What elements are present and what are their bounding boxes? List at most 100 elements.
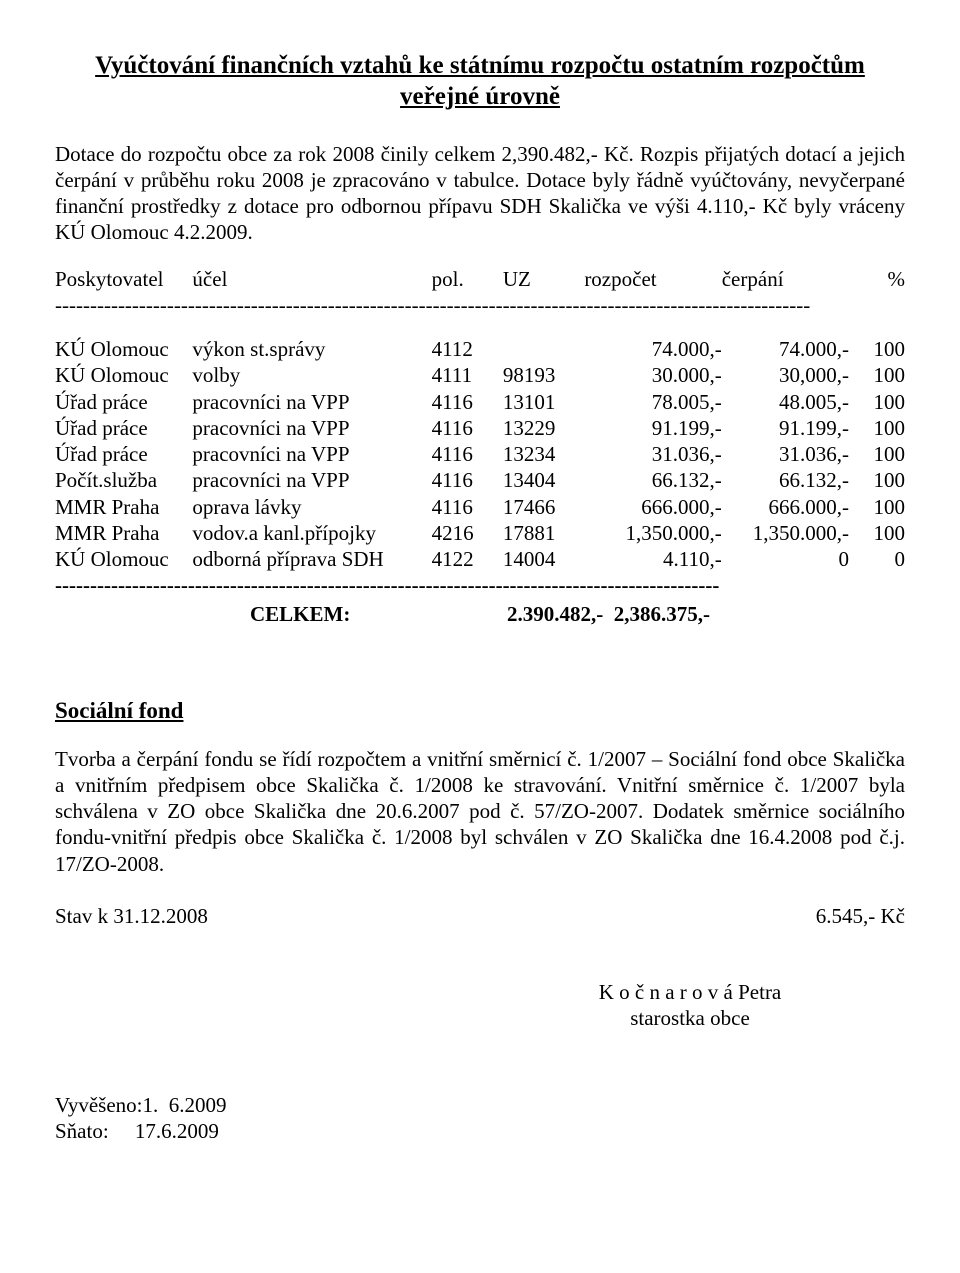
cell-pct: 100 xyxy=(849,467,905,493)
cell-purpose: pracovníci na VPP xyxy=(192,415,431,441)
cell-pol: 4116 xyxy=(432,467,503,493)
signatory-role: starostka obce xyxy=(525,1005,855,1031)
hdr-rozpocet: rozpočet xyxy=(584,266,721,292)
cell-cerpani: 91.199,- xyxy=(722,415,849,441)
cell-rozpocet: 666.000,- xyxy=(584,494,721,520)
stav-value: 6.545,- Kč xyxy=(816,903,905,929)
cell-uz: 13229 xyxy=(503,415,584,441)
document-title: Vyúčtování finančních vztahů ke státnímu… xyxy=(55,50,905,113)
hdr-pol: pol. xyxy=(432,266,503,292)
cell-provider: KÚ Olomouc xyxy=(55,336,192,362)
cell-rozpocet: 31.036,- xyxy=(584,441,721,467)
cell-rozpocet: 66.132,- xyxy=(584,467,721,493)
stav-label: Stav k 31.12.2008 xyxy=(55,903,208,929)
cell-purpose: pracovníci na VPP xyxy=(192,441,431,467)
cell-purpose: pracovníci na VPP xyxy=(192,467,431,493)
date-posted: Vyvěšeno:1. 6.2009 xyxy=(55,1092,905,1118)
cell-pol: 4111 xyxy=(432,362,503,388)
dotace-table-header: Poskytovatel účel pol. UZ rozpočet čerpá… xyxy=(55,266,905,292)
cell-pct: 100 xyxy=(849,389,905,415)
table-row: Úřad prácepracovníci na VPP41161310178.0… xyxy=(55,389,905,415)
cell-purpose: vodov.a kanl.přípojky xyxy=(192,520,431,546)
total-row: CELKEM: 2.390.482,- 2,386.375,- xyxy=(55,601,905,627)
table-row: Úřad prácepracovníci na VPP41161322991.1… xyxy=(55,415,905,441)
table-row: MMR Prahaoprava lávky411617466666.000,-6… xyxy=(55,494,905,520)
date-removed: Sňato: 17.6.2009 xyxy=(55,1118,905,1144)
cell-pct: 0 xyxy=(849,546,905,572)
dotace-table: KÚ Olomoucvýkon st.správy411274.000,-74.… xyxy=(55,336,905,572)
cell-provider: MMR Praha xyxy=(55,494,192,520)
cell-uz: 13234 xyxy=(503,441,584,467)
cell-provider: MMR Praha xyxy=(55,520,192,546)
cell-pct: 100 xyxy=(849,494,905,520)
cell-pol: 4116 xyxy=(432,389,503,415)
cell-pol: 4116 xyxy=(432,494,503,520)
cell-rozpocet: 91.199,- xyxy=(584,415,721,441)
cell-uz: 14004 xyxy=(503,546,584,572)
cell-pol: 4116 xyxy=(432,415,503,441)
cell-provider: Úřad práce xyxy=(55,441,192,467)
cell-provider: Úřad práce xyxy=(55,415,192,441)
cell-provider: Počít.služba xyxy=(55,467,192,493)
hdr-pct: % xyxy=(849,266,905,292)
hdr-uz: UZ xyxy=(503,266,584,292)
cell-provider: KÚ Olomouc xyxy=(55,546,192,572)
cell-pct: 100 xyxy=(849,441,905,467)
cell-provider: Úřad práce xyxy=(55,389,192,415)
divider-bold: ----------------------------------------… xyxy=(55,572,905,598)
stav-row: Stav k 31.12.2008 6.545,- Kč xyxy=(55,903,905,929)
cell-cerpani: 1,350.000,- xyxy=(722,520,849,546)
cell-cerpani: 666.000,- xyxy=(722,494,849,520)
cell-rozpocet: 78.005,- xyxy=(584,389,721,415)
hdr-cerpani: čerpání xyxy=(722,266,849,292)
cell-pct: 100 xyxy=(849,362,905,388)
table-row: Počít.službapracovníci na VPP41161340466… xyxy=(55,467,905,493)
table-row: Úřad prácepracovníci na VPP41161323431.0… xyxy=(55,441,905,467)
cell-uz: 17466 xyxy=(503,494,584,520)
cell-pct: 100 xyxy=(849,520,905,546)
socialni-fond-heading: Sociální fond xyxy=(55,697,905,726)
cell-pol: 4122 xyxy=(432,546,503,572)
cell-pct: 100 xyxy=(849,415,905,441)
cell-cerpani: 31.036,- xyxy=(722,441,849,467)
socialni-fond-body: Tvorba a čerpání fondu se řídí rozpočtem… xyxy=(55,746,905,877)
cell-cerpani: 66.132,- xyxy=(722,467,849,493)
cell-cerpani: 30,000,- xyxy=(722,362,849,388)
cell-provider: KÚ Olomouc xyxy=(55,362,192,388)
cell-uz: 13404 xyxy=(503,467,584,493)
cell-cerpani: 74.000,- xyxy=(722,336,849,362)
divider-thin: ----------------------------------------… xyxy=(55,292,905,318)
cell-cerpani: 0 xyxy=(722,546,849,572)
cell-uz: 17881 xyxy=(503,520,584,546)
cell-pol: 4116 xyxy=(432,441,503,467)
cell-pct: 100 xyxy=(849,336,905,362)
total-label: CELKEM: xyxy=(250,601,425,627)
hdr-provider: Poskytovatel xyxy=(55,266,192,292)
cell-uz: 98193 xyxy=(503,362,584,388)
cell-uz xyxy=(503,336,584,362)
cell-pol: 4112 xyxy=(432,336,503,362)
cell-purpose: odborná příprava SDH xyxy=(192,546,431,572)
total-cerpani: 2,386.375,- xyxy=(614,602,710,626)
cell-pol: 4216 xyxy=(432,520,503,546)
cell-rozpocet: 74.000,- xyxy=(584,336,721,362)
table-row: MMR Prahavodov.a kanl.přípojky4216178811… xyxy=(55,520,905,546)
table-row: KÚ Olomoucodborná příprava SDH4122140044… xyxy=(55,546,905,572)
cell-purpose: pracovníci na VPP xyxy=(192,389,431,415)
table-row: KÚ Olomoucvolby41119819330.000,-30,000,-… xyxy=(55,362,905,388)
signature-block: K o č n a r o v á Petra starostka obce xyxy=(525,979,855,1032)
signatory-name: K o č n a r o v á Petra xyxy=(525,979,855,1005)
table-row: KÚ Olomoucvýkon st.správy4112 74.000,-74.… xyxy=(55,336,905,362)
cell-rozpocet: 1,350.000,- xyxy=(584,520,721,546)
posting-dates: Vyvěšeno:1. 6.2009 Sňato: 17.6.2009 xyxy=(55,1092,905,1145)
cell-purpose: volby xyxy=(192,362,431,388)
cell-uz: 13101 xyxy=(503,389,584,415)
hdr-purpose: účel xyxy=(192,266,431,292)
cell-rozpocet: 4.110,- xyxy=(584,546,721,572)
cell-purpose: výkon st.správy xyxy=(192,336,431,362)
cell-rozpocet: 30.000,- xyxy=(584,362,721,388)
cell-purpose: oprava lávky xyxy=(192,494,431,520)
total-rozpocet: 2.390.482,- xyxy=(507,602,603,626)
intro-paragraph: Dotace do rozpočtu obce za rok 2008 čini… xyxy=(55,141,905,246)
cell-cerpani: 48.005,- xyxy=(722,389,849,415)
